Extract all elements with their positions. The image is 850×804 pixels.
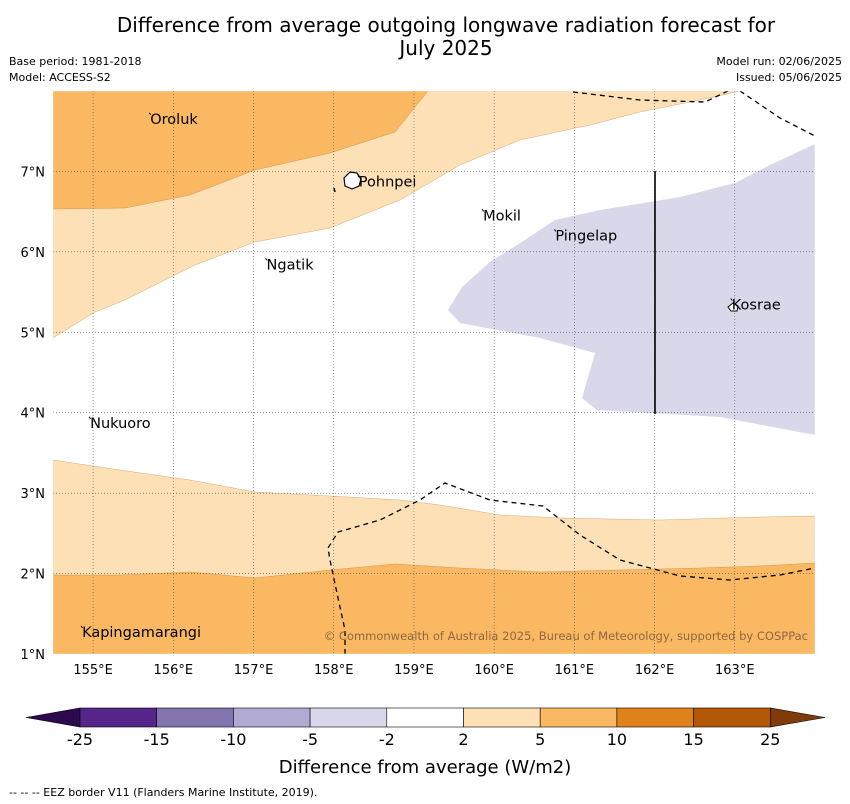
lon-tick-label: 161°E [555, 663, 595, 678]
place-label: Nukuoro [90, 416, 151, 432]
title-line-1: Difference from average outgoing longwav… [116, 13, 776, 37]
place-label: Kosrae [732, 298, 781, 314]
colorbar-segment [539, 707, 618, 728]
copyright-notice: © Commonwealth of Australia 2025, Bureau… [324, 629, 808, 643]
colorbar-tick-label: -5 [302, 730, 318, 749]
meta-left: Base period: 1981-2018 Model: ACCESS-S2 [9, 54, 141, 86]
colorbar-segment [693, 707, 771, 728]
colorbar-tick-label: -10 [220, 730, 246, 749]
meta-right: Model run: 02/06/2025 Issued: 05/06/2025 [716, 54, 842, 86]
colorbar-tick-label: 2 [458, 730, 468, 749]
place-marker [553, 229, 557, 232]
pohnpei-island [343, 171, 362, 190]
place-marker [481, 208, 485, 212]
eez-border-south [327, 482, 815, 654]
colorbar-segment [233, 707, 311, 728]
colorbar-tick-label: 15 [683, 730, 703, 749]
contour-5-10-south [53, 562, 815, 654]
colorbar-segment [79, 707, 157, 728]
place-marker [357, 175, 360, 178]
colorbar-segment [309, 707, 388, 728]
colorbar: -25 -15 -10 -5 -2 2 5 10 15 25 [25, 707, 826, 749]
lat-tick-label: 7°N [21, 165, 46, 180]
lat-tick-label: 1°N [21, 648, 46, 663]
lon-tick-label: 158°E [314, 663, 354, 678]
eez-border-north [572, 91, 815, 137]
lon-tick-label: 159°E [394, 663, 434, 678]
map-frame [52, 90, 816, 655]
colorbar-segment [386, 707, 464, 728]
lon-tick-label: 156°E [154, 663, 194, 678]
colorbar-tick-label: -2 [379, 730, 395, 749]
colorbar-tick-label: -25 [67, 730, 93, 749]
lon-tick-label: 162°E [635, 663, 675, 678]
place-marker [148, 112, 152, 116]
base-period: Base period: 1981-2018 [9, 55, 142, 68]
colorbar-tick-label: 10 [607, 730, 627, 749]
model-name: Model: ACCESS-S2 [9, 71, 111, 84]
colorbar-title: Difference from average (W/m2) [279, 757, 571, 778]
place-labels: Oroluk Pohnpei Mokil Pingelap Ngatik Kosrae Nu… [80, 112, 781, 641]
place-marker [80, 625, 83, 629]
place-label: Pingelap [555, 228, 617, 244]
lat-tick-label: 3°N [21, 487, 46, 502]
longitude-tick-labels: 155°E 156°E 157°E 158°E 159°E 160°E 161°E 162°E… [73, 663, 754, 678]
lat-tick-label: 4°N [21, 407, 46, 422]
place-label: Pohnpei [359, 174, 417, 190]
lat-tick-label: 5°N [21, 326, 46, 341]
contour-5-10-north [53, 91, 429, 210]
eez-footnote: -- -- -- EEZ border V11 (Flanders Marine… [9, 786, 318, 799]
colorbar-tick-label: 25 [760, 730, 780, 749]
colorbar-under-arrow [25, 707, 81, 728]
issued-date: Issued: 05/06/2025 [735, 71, 842, 84]
colorbar-segment [616, 707, 694, 728]
place-label: Kapingamarangi [82, 625, 201, 641]
chart-title: Difference from average outgoing longwav… [0, 14, 850, 60]
colorbar-tick-label: -15 [144, 730, 170, 749]
place-label: Oroluk [150, 112, 198, 128]
model-run: Model run: 02/06/2025 [716, 55, 842, 68]
contour-neg5-neg2 [448, 144, 815, 435]
title-line-2: July 2025 [399, 36, 493, 60]
colorbar-segment [156, 707, 234, 728]
colorbar-segment [463, 707, 541, 728]
place-label: Mokil [483, 208, 521, 224]
place-marker [730, 298, 733, 301]
forecast-map: Oroluk Pohnpei Mokil Pingelap Ngatik Kosrae Nu… [53, 91, 815, 654]
place-label: Ngatik [267, 257, 315, 273]
lon-tick-label: 157°E [234, 663, 274, 678]
lat-tick-label: 6°N [21, 246, 46, 261]
pohnpei-atoll-mark [333, 187, 336, 193]
lon-tick-label: 155°E [73, 663, 113, 678]
latitude-tick-labels: 1°N 2°N 3°N 4°N 5°N 6°N 7°N [21, 165, 46, 663]
kosrae-island [727, 302, 739, 312]
lon-tick-label: 160°E [474, 663, 514, 678]
place-marker [265, 258, 268, 261]
lat-tick-label: 2°N [21, 568, 46, 583]
lon-tick-label: 163°E [715, 663, 755, 678]
colorbar-tick-label: 5 [535, 730, 545, 749]
place-marker [88, 416, 91, 420]
colorbar-over-arrow [769, 707, 826, 728]
